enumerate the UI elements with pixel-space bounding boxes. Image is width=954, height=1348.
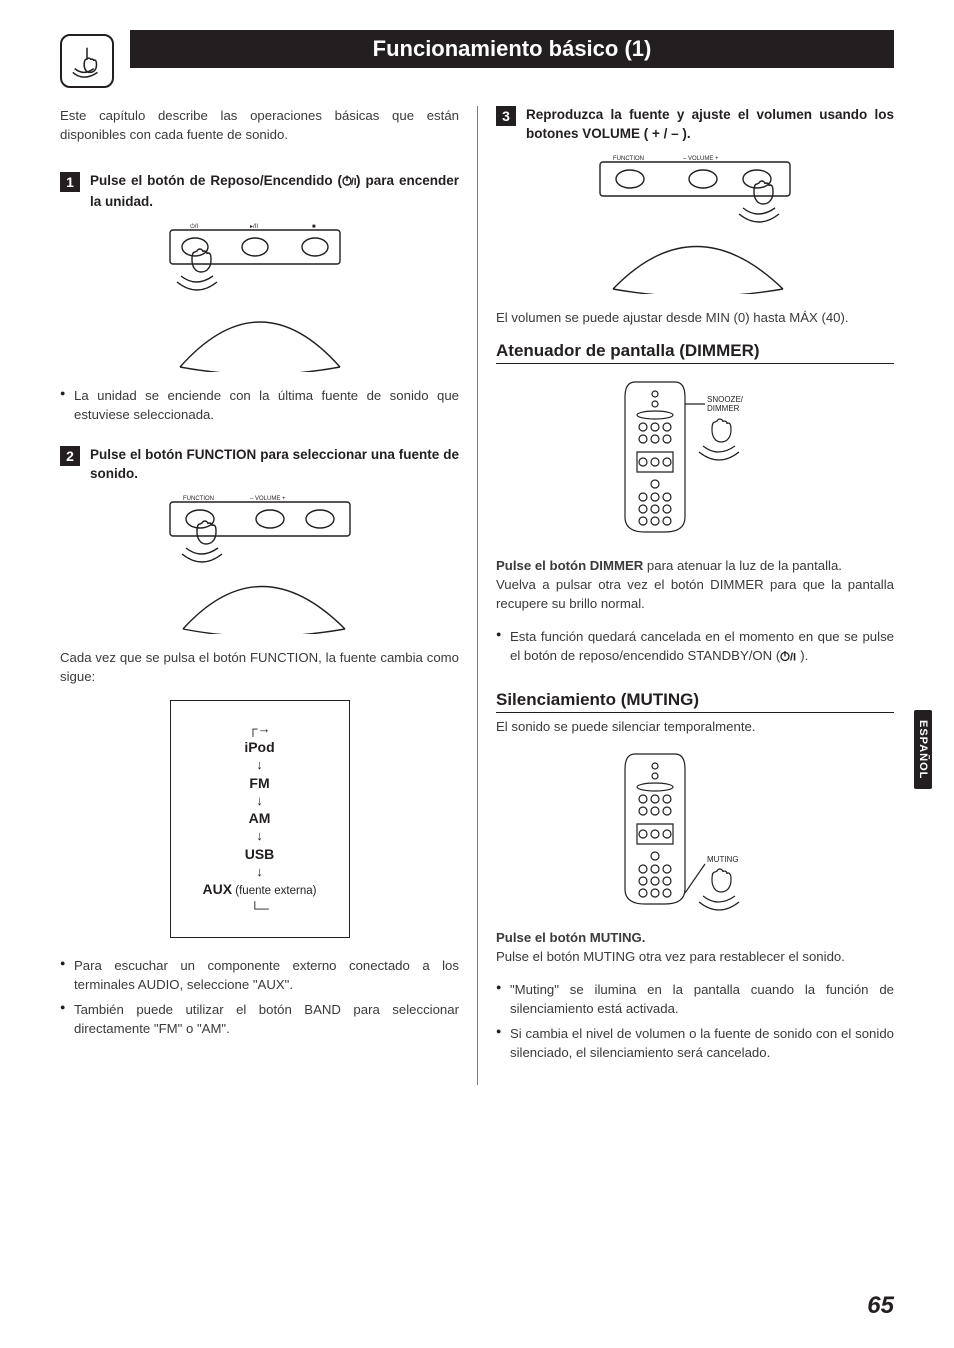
list-item: "Muting" se ilumina en la pantalla cuand…: [496, 980, 894, 1018]
dimmer-p1: Pulse el botón DIMMER para atenuar la lu…: [496, 556, 894, 575]
svg-text:▸/II: ▸/II: [250, 224, 258, 230]
step-1-text: Pulse el botón de Reposo/Encendido (/I) …: [90, 172, 459, 212]
dimmer-bullet-post: ).: [800, 648, 808, 663]
power-icon: /I: [780, 648, 800, 667]
list-item: Si cambia el nivel de volumen o la fuent…: [496, 1024, 894, 1062]
list-item: La unidad se enciende con la última fuen…: [60, 386, 459, 424]
step-1-pre: Pulse el botón de Reposo/Encendido (: [90, 173, 342, 188]
touch-icon: [60, 34, 114, 88]
content-columns: Este capítulo describe las operaciones b…: [60, 106, 894, 1085]
illustration-power: ⏻/I ▸/II ■: [60, 222, 459, 372]
dimmer-bullet-pre: Esta función quedará cancelada en el mom…: [510, 629, 894, 663]
muting-bullets: "Muting" se ilumina en la pantalla cuand…: [496, 980, 894, 1063]
dimmer-p2: Vuelva a pulsar otra vez el botón DIMMER…: [496, 575, 894, 613]
step-number: 2: [60, 446, 80, 466]
arrow-down-icon: ↓: [181, 757, 339, 773]
step-1-notes: La unidad se enciende con la última fuen…: [60, 386, 459, 424]
list-item: También puede utilizar el botón BAND par…: [60, 1000, 459, 1038]
illustration-volume: FUNCTION – VOLUME +: [496, 154, 894, 294]
power-icon: /I: [342, 174, 356, 193]
arrow-icon: └─: [181, 901, 339, 917]
step-2-text: Pulse el botón FUNCTION para seleccionar…: [90, 446, 459, 484]
list-item: Esta función quedará cancelada en el mom…: [496, 627, 894, 667]
svg-text:– VOLUME +: – VOLUME +: [683, 156, 719, 162]
svg-text:/I: /I: [790, 652, 796, 663]
source-cycle-box: ┌→ iPod ↓ FM ↓ AM ↓ USB ↓ AUX (fuente ex…: [170, 700, 350, 938]
muting-heading: Silenciamiento (MUTING): [496, 690, 894, 713]
muting-p2: Pulse el botón MUTING otra vez para rest…: [496, 947, 894, 966]
arrow-down-icon: ↓: [181, 793, 339, 809]
list-item: Para escuchar un componente externo cone…: [60, 956, 459, 994]
svg-text:SNOOZE/: SNOOZE/: [707, 395, 744, 404]
page-title: Funcionamiento básico (1): [373, 36, 652, 62]
source-item: FM: [181, 775, 339, 791]
dimmer-bullets: Esta función quedará cancelada en el mom…: [496, 627, 894, 667]
step-number: 1: [60, 172, 80, 192]
arrow-down-icon: ↓: [181, 864, 339, 880]
source-aux-note: (fuente externa): [232, 885, 316, 897]
step-3: 3 Reproduzca la fuente y ajuste el volum…: [496, 106, 894, 144]
step-1: 1 Pulse el botón de Reposo/Encendido (/I…: [60, 172, 459, 212]
illustration-function: FUNCTION – VOLUME +: [60, 494, 459, 634]
svg-text:– VOLUME +: – VOLUME +: [250, 496, 286, 502]
svg-text:FUNCTION: FUNCTION: [183, 496, 214, 502]
step-2: 2 Pulse el botón FUNCTION para seleccion…: [60, 446, 459, 484]
svg-text:■: ■: [312, 224, 316, 230]
intro-text: Este capítulo describe las operaciones b…: [60, 106, 459, 144]
muting-p1-bold: Pulse el botón MUTING.: [496, 930, 645, 945]
svg-text:⏻/I: ⏻/I: [190, 223, 198, 230]
right-column: 3 Reproduzca la fuente y ajuste el volum…: [477, 106, 894, 1085]
illustration-dimmer-remote: SNOOZE/ DIMMER: [496, 372, 894, 542]
language-tab: ESPAÑOL: [914, 710, 932, 789]
step-3-body: El volumen se puede ajustar desde MIN (0…: [496, 308, 894, 327]
dimmer-heading: Atenuador de pantalla (DIMMER): [496, 341, 894, 364]
step-2-bullets: Para escuchar un componente externo cone…: [60, 956, 459, 1039]
step-number: 3: [496, 106, 516, 126]
source-item: USB: [181, 846, 339, 862]
dimmer-p1-bold: Pulse el botón DIMMER: [496, 558, 643, 573]
dimmer-p1-rest: para atenuar la luz de la pantalla.: [643, 558, 842, 573]
source-item: iPod: [181, 739, 339, 755]
source-aux: AUX: [203, 881, 233, 897]
arrow-down-icon: ↓: [181, 828, 339, 844]
step-2-body: Cada vez que se pulsa el botón FUNCTION,…: [60, 648, 459, 686]
page-number: 65: [867, 1292, 894, 1320]
svg-text:MUTING: MUTING: [707, 855, 739, 864]
step-3-text: Reproduzca la fuente y ajuste el volumen…: [526, 106, 894, 144]
muting-p1: Pulse el botón MUTING.: [496, 928, 894, 947]
illustration-muting-remote: MUTING: [496, 744, 894, 914]
page-title-bar: Funcionamiento básico (1): [130, 30, 894, 68]
svg-text:DIMMER: DIMMER: [707, 404, 740, 413]
muting-intro: El sonido se puede silenciar temporalmen…: [496, 717, 894, 736]
arrow-icon: ┌→: [181, 721, 339, 737]
source-item: AUX (fuente externa): [181, 881, 339, 899]
svg-text:FUNCTION: FUNCTION: [613, 156, 644, 162]
source-item: AM: [181, 810, 339, 826]
left-column: Este capítulo describe las operaciones b…: [60, 106, 477, 1085]
